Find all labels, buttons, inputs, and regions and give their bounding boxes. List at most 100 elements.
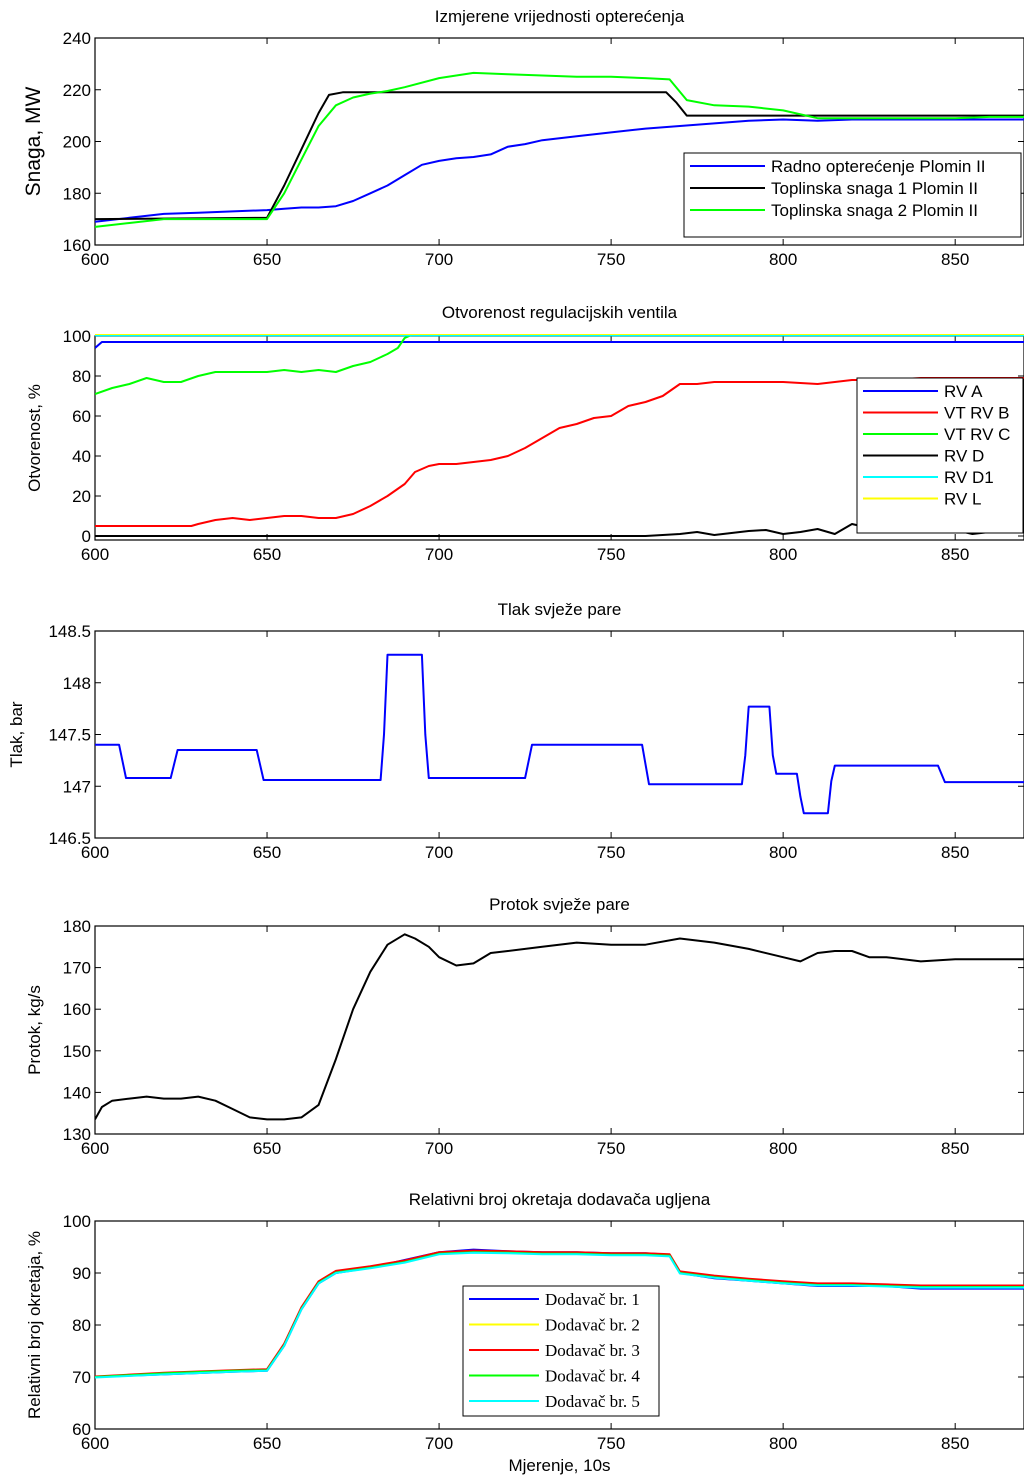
y-tick-label: 0 (82, 527, 91, 546)
y-tick-label: 70 (72, 1368, 91, 1387)
legend-label: RV D1 (944, 468, 994, 487)
legend-label: Dodavač br. 3 (545, 1341, 640, 1360)
y-tick-label: 220 (63, 81, 91, 100)
y-tick-label: 146.5 (48, 829, 91, 848)
chart-title: Protok svježe pare (489, 895, 630, 914)
y-tick-label: 100 (63, 1212, 91, 1231)
legend-label: Dodavač br. 4 (545, 1367, 640, 1386)
legend-label: VT RV B (944, 404, 1010, 423)
series-line-dodava-br-5 (95, 1251, 1024, 1379)
x-tick-label: 850 (941, 843, 969, 862)
x-tick-label: 750 (597, 1139, 625, 1158)
y-tick-label: 80 (72, 367, 91, 386)
chart-title: Relativni broj okretaja dodavača ugljena (409, 1190, 711, 1209)
x-tick-label: 800 (769, 545, 797, 564)
x-tick-label: 700 (425, 843, 453, 862)
y-tick-label: 100 (63, 327, 91, 346)
legend: Dodavač br. 1 Dodavač br. 2 Dodavač br. 3 D… (462, 1285, 660, 1417)
x-tick-label: 850 (941, 545, 969, 564)
series-line-vt-rv-b (95, 377, 1024, 527)
x-tick-label: 800 (769, 250, 797, 269)
x-axis-label: Mjerenje, 10s (508, 1456, 610, 1475)
x-tick-label: 650 (253, 843, 281, 862)
x-tick-label: 800 (769, 1434, 797, 1453)
y-tick-label: 90 (72, 1264, 91, 1283)
y-tick-label: 180 (63, 917, 91, 936)
y-tick-label: 147 (63, 777, 91, 796)
x-tick-label: 600 (81, 250, 109, 269)
x-tick-label: 800 (769, 843, 797, 862)
chart-title: Izmjerene vrijednosti opterećenja (435, 7, 685, 26)
series-group (95, 933, 1024, 1121)
y-tick-label: 40 (72, 447, 91, 466)
y-tick-label: 170 (63, 959, 91, 978)
y-tick-label: 240 (63, 29, 91, 48)
legend-label: RV D (944, 447, 984, 466)
chart-1: Izmjerene vrijednosti opterećenja 160 180 2… (22, 7, 1024, 269)
chart-2: Otvorenost regulacijskih ventila 0 20 40 60 8… (25, 303, 1024, 564)
series-line-1 (95, 653, 1024, 815)
chart-4: Protok svježe pare 130 140 150 160 170 180 600 6… (25, 895, 1024, 1158)
x-tick-label: 650 (253, 545, 281, 564)
legend-label: Dodavač br. 5 (545, 1392, 640, 1411)
y-tick-label: 60 (72, 407, 91, 426)
y-tick-label: 147.5 (48, 726, 91, 745)
x-tick-label: 700 (425, 250, 453, 269)
x-tick-label: 700 (425, 1434, 453, 1453)
legend-label: Toplinska snaga 2 Plomin II (771, 201, 978, 220)
plot-area (94, 630, 1024, 839)
x-tick-label: 850 (941, 250, 969, 269)
y-axis-label: Snaga, MW (22, 86, 45, 196)
y-tick-label: 160 (63, 1000, 91, 1019)
x-tick-label: 850 (941, 1434, 969, 1453)
y-tick-label: 130 (63, 1125, 91, 1144)
y-axis-label: Protok, kg/s (25, 985, 44, 1075)
legend-label: Toplinska snaga 1 Plomin II (771, 179, 978, 198)
y-tick-label: 148.5 (48, 622, 91, 641)
chart-title: Tlak svježe pare (498, 600, 622, 619)
x-tick-label: 750 (597, 1434, 625, 1453)
plot-area (94, 925, 1024, 1135)
legend-label: Dodavač br. 2 (545, 1316, 640, 1335)
x-tick-label: 600 (81, 545, 109, 564)
series-line-vt-rv-c (95, 334, 1024, 395)
y-tick-label: 180 (63, 184, 91, 203)
legend-label: Dodavač br. 1 (545, 1290, 640, 1309)
y-tick-label: 60 (72, 1420, 91, 1439)
x-tick-label: 650 (253, 1139, 281, 1158)
y-tick-label: 20 (72, 487, 91, 506)
x-tick-label: 750 (597, 843, 625, 862)
x-tick-label: 700 (425, 545, 453, 564)
series-group (95, 1248, 1024, 1379)
series-group (95, 71, 1024, 228)
legend: RV A VT RV B VT RV C RV D RV D1 RV L (856, 377, 1024, 534)
series-line-radno-optere-enje-plomin-ii (95, 118, 1024, 223)
series-group (95, 653, 1024, 815)
y-tick-label: 200 (63, 133, 91, 152)
legend-label: RV A (944, 382, 983, 401)
chart-5: Relativni broj okretaja dodavača ugljena… (25, 1190, 1024, 1475)
chart-3: Tlak svježe pare 146.5 147 147.5 148 148.5 600… (7, 600, 1024, 862)
legend-label: Radno opterećenje Plomin II (771, 157, 986, 176)
y-tick-label: 140 (63, 1083, 91, 1102)
legend-label: VT RV C (944, 425, 1010, 444)
series-line-rv-a (95, 341, 1024, 349)
x-tick-label: 600 (81, 843, 109, 862)
chart-title: Otvorenost regulacijskih ventila (442, 303, 678, 322)
x-tick-label: 650 (253, 250, 281, 269)
series-line-toplinska-snaga-2-plomin-ii (95, 71, 1024, 228)
x-tick-label: 750 (597, 250, 625, 269)
x-tick-label: 600 (81, 1434, 109, 1453)
series-line-toplinska-snaga-1-plomin-ii (95, 91, 1024, 221)
y-tick-label: 148 (63, 674, 91, 693)
legend: Radno opterećenje Plomin II Toplinska sna… (683, 152, 1022, 238)
y-axis-label: Otvorenost, % (25, 384, 44, 492)
x-tick-label: 850 (941, 1139, 969, 1158)
legend-label: RV L (944, 490, 982, 509)
x-tick-label: 800 (769, 1139, 797, 1158)
y-tick-label: 150 (63, 1042, 91, 1061)
series-line-1 (95, 933, 1024, 1121)
y-tick-label: 160 (63, 236, 91, 255)
